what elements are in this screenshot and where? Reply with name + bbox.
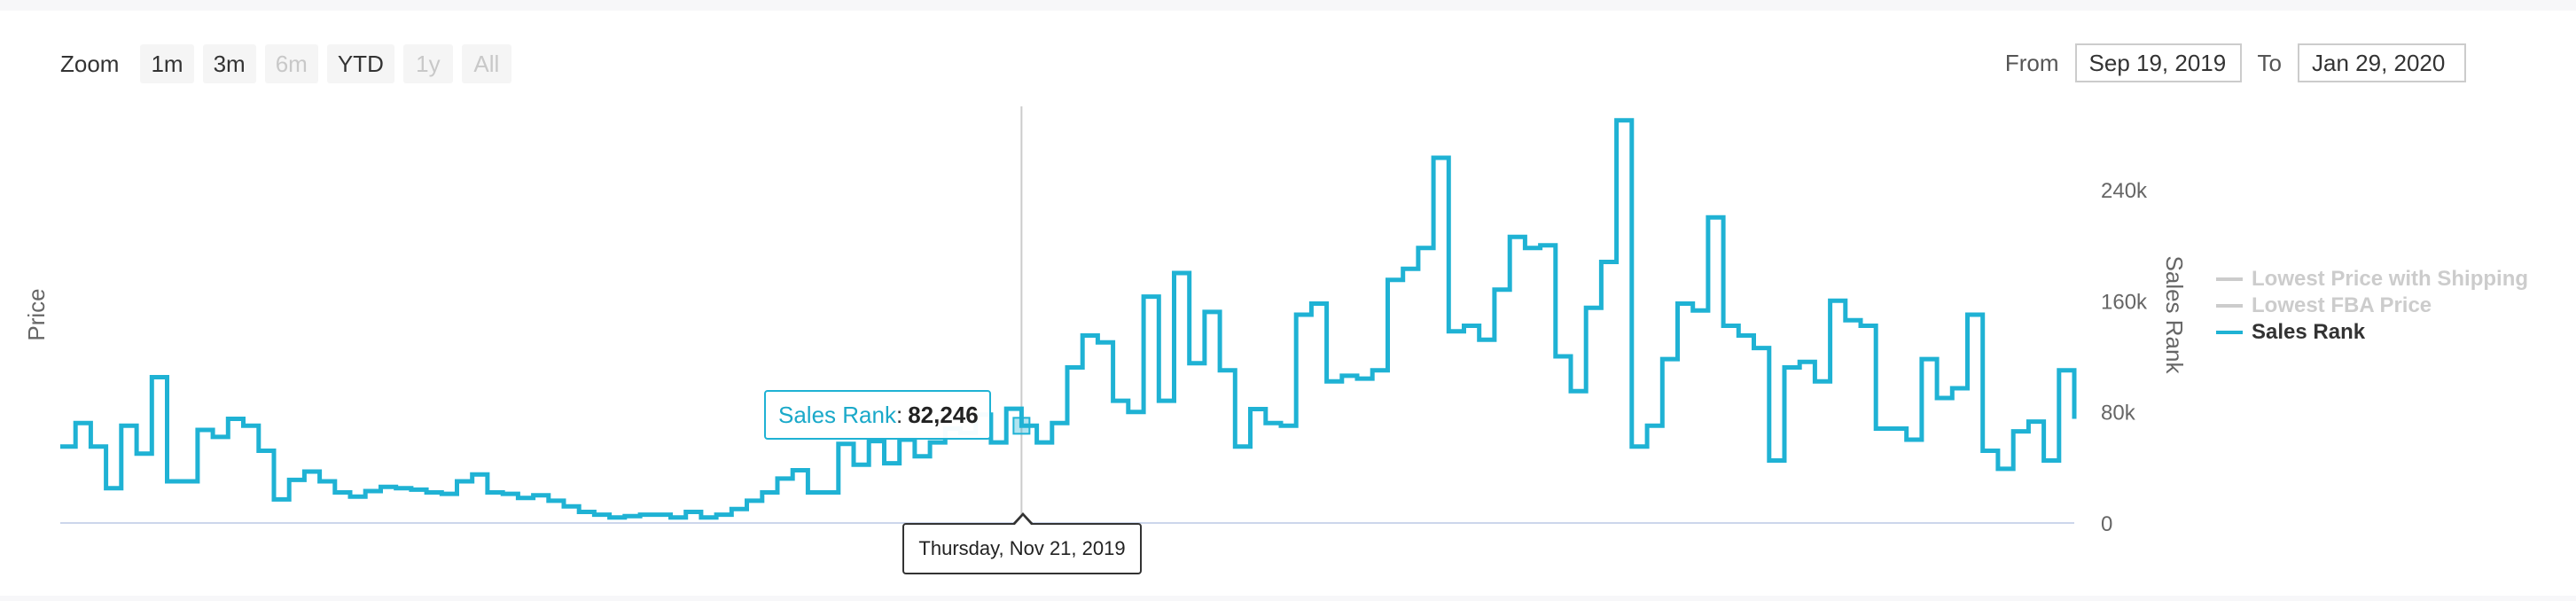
y-tick-label: 160k (2101, 290, 2148, 314)
zoom-all-button[interactable]: All (461, 44, 511, 83)
highlight-point-marker (1012, 417, 1031, 435)
to-label: To (2257, 49, 2282, 76)
zoom-ytd-button[interactable]: YTD (326, 44, 394, 83)
legend-item-lowest-fba-price[interactable]: Lowest FBA Price (2216, 293, 2528, 319)
tooltip-value: 82,246 (908, 401, 979, 428)
series-line-sales-rank (60, 118, 2077, 520)
from-label: From (2004, 49, 2059, 76)
chart-legend: Lowest Price with Shipping Lowest FBA Pr… (2216, 266, 2528, 346)
legend-label: Lowest FBA Price (2252, 293, 2432, 317)
legend-swatch (2216, 331, 2243, 334)
tooltip-separator: : (895, 401, 903, 428)
legend-item-lowest-price-with-shipping[interactable]: Lowest Price with Shipping (2216, 266, 2528, 293)
legend-label: Lowest Price with Shipping (2252, 267, 2529, 291)
legend-item-sales-rank[interactable]: Sales Rank (2216, 319, 2528, 346)
y-axis-label-sales-rank: Sales Rank (2161, 256, 2188, 375)
date-label-arrow-fill (1014, 516, 1032, 526)
y-axis-ticks: 0 80k 160k 240k (2101, 179, 2148, 536)
to-date-input[interactable] (2298, 43, 2466, 82)
legend-swatch (2216, 277, 2243, 281)
zoom-toolbar: Zoom 1m 3m 6m YTD 1y All (60, 44, 511, 83)
from-date-input[interactable] (2074, 43, 2242, 82)
date-range-selector: From To (2005, 43, 2466, 83)
zoom-label: Zoom (60, 50, 120, 77)
legend-swatch (2216, 304, 2243, 308)
zoom-1m-button[interactable]: 1m (140, 44, 194, 83)
legend-label: Sales Rank (2252, 320, 2366, 344)
zoom-1y-button[interactable]: 1y (402, 44, 453, 83)
zoom-6m-button[interactable]: 6m (264, 44, 318, 83)
y-tick-label: 80k (2101, 402, 2136, 425)
chart-tooltip: Sales Rank : 82,246 (764, 390, 991, 440)
crosshair-date-label: Thursday, Nov 21, 2019 (902, 523, 1142, 574)
y-tick-label: 0 (2101, 512, 2112, 536)
zoom-3m-button[interactable]: 3m (202, 44, 256, 83)
y-axis-label-price: Price (23, 288, 50, 340)
tooltip-series-name: Sales Rank (778, 401, 896, 428)
y-tick-label: 240k (2101, 179, 2148, 203)
chart-panel (0, 11, 2576, 596)
